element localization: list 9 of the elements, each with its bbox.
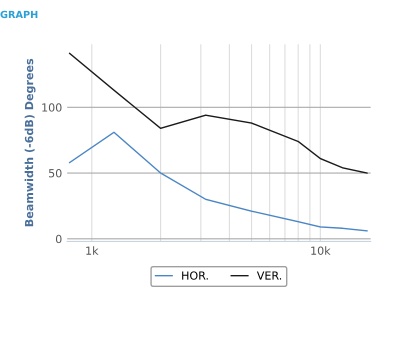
legend-label: VER. <box>256 271 282 280</box>
chart-title: GRAPH <box>0 10 38 18</box>
y-tick-label: 0 <box>56 234 62 244</box>
y-tick-label: 100 <box>42 103 62 112</box>
y-axis-title: Beamwidth (-6dB) Degrees <box>24 58 36 226</box>
x-tick-label: 10k <box>311 246 331 255</box>
x-tick-label: 1k <box>86 246 99 255</box>
y-tick-label: 50 <box>48 169 62 178</box>
legend-label: HOR. <box>182 271 208 280</box>
